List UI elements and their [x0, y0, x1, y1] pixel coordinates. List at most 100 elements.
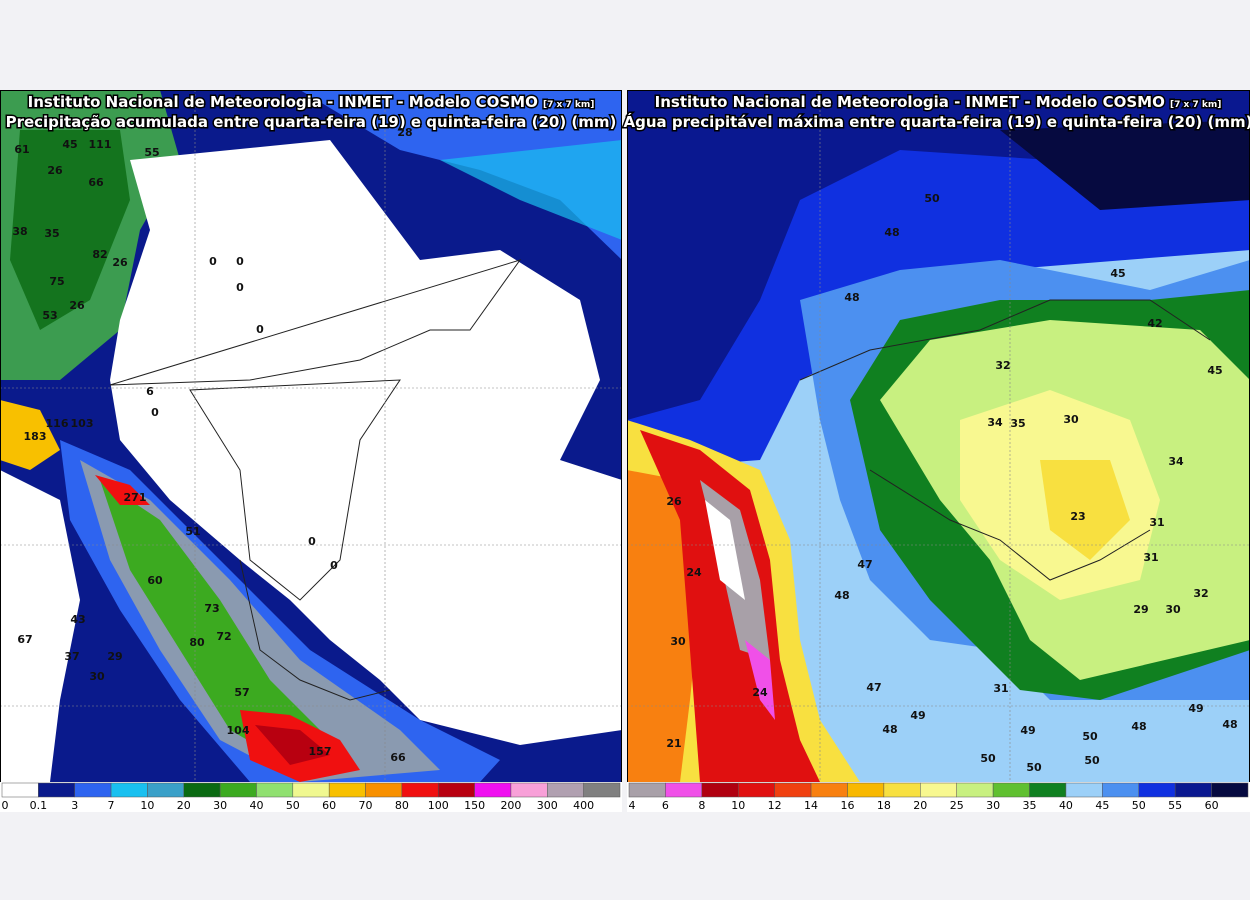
- map-value-label: 24: [752, 686, 768, 699]
- colorbar-label: 200: [500, 799, 521, 812]
- colorbar-swatch: [883, 782, 921, 798]
- map-value-label: 61: [14, 143, 29, 156]
- map-value-label: 72: [216, 630, 231, 643]
- map-value-label: 0: [256, 323, 264, 336]
- map-value-label: 75: [49, 275, 64, 288]
- map-field: [1040, 460, 1130, 560]
- colorbar-swatch: [1211, 782, 1249, 798]
- right-map: [627, 90, 1250, 812]
- state-border: [869, 469, 1151, 581]
- map-value-label: 49: [1020, 724, 1035, 737]
- colorbar-swatch: [437, 782, 475, 798]
- colorbar-swatch: [920, 782, 957, 798]
- map-value-label: 66: [88, 176, 104, 189]
- colorbar-label: 40: [249, 799, 263, 812]
- map-value-label: 34: [987, 416, 1003, 429]
- colorbar-label: 40: [1059, 799, 1073, 812]
- map-value-label: 29: [1133, 603, 1148, 616]
- colorbar-label: 60: [322, 799, 336, 812]
- colorbar-label: 7: [108, 799, 115, 812]
- colorbar-label: 80: [395, 799, 409, 812]
- map-field: [628, 90, 1249, 420]
- colorbar-swatch: [628, 782, 666, 798]
- map-value-label: 34: [1168, 455, 1184, 468]
- map-value-label: 21: [666, 737, 681, 750]
- map-field: [640, 430, 820, 782]
- map-value-label: 271: [124, 491, 147, 504]
- title-text: Instituto Nacional de Meteorologia - INM…: [655, 93, 1170, 111]
- map-value-label: 30: [89, 670, 105, 683]
- colorbar-label: 18: [877, 799, 891, 812]
- colorbar-swatch: [74, 782, 112, 798]
- map-value-label: 55: [144, 146, 159, 159]
- map-value-label: 50: [924, 192, 940, 205]
- left-map: [0, 90, 622, 812]
- colorbar-swatch: [256, 782, 294, 798]
- map-value-label: 47: [866, 681, 881, 694]
- map-value-label: 48: [1222, 718, 1237, 731]
- colorbar-label: 16: [840, 799, 854, 812]
- map-value-label: 30: [1063, 413, 1079, 426]
- map-title: Instituto Nacional de Meteorologia - INM…: [28, 93, 595, 111]
- map-value-label: 31: [1143, 551, 1158, 564]
- colorbar-swatch: [665, 782, 703, 798]
- colorbar-swatch: [810, 782, 848, 798]
- map-field: [10, 130, 130, 330]
- map-value-label: 116: [46, 417, 69, 430]
- colorbar-swatch: [583, 782, 621, 798]
- colorbar-swatch: [992, 782, 1030, 798]
- map-value-label: 51: [185, 525, 200, 538]
- colorbar-label: 20: [177, 799, 191, 812]
- colorbar-swatch: [1065, 782, 1103, 798]
- map-value-label: 48: [834, 589, 849, 602]
- map-value-label: 157: [309, 745, 332, 758]
- colorbar-label: 8: [698, 799, 705, 812]
- map-value-label: 0: [330, 559, 338, 572]
- map-value-label: 49: [1188, 702, 1203, 715]
- colorbar-swatch: [1102, 782, 1140, 798]
- map-value-label: 38: [12, 225, 27, 238]
- map-subtitle: Precipitação acumulada entre quarta-feir…: [6, 113, 617, 131]
- title-text: Instituto Nacional de Meteorologia - INM…: [28, 93, 543, 111]
- map-value-label: 0: [236, 281, 244, 294]
- colorbar-label: 30: [986, 799, 1000, 812]
- map-value-label: 50: [1082, 730, 1098, 743]
- colorbar-swatch: [1138, 782, 1176, 798]
- colorbar-swatch: [847, 782, 885, 798]
- map-field: [1, 470, 80, 782]
- map-value-label: 53: [42, 309, 57, 322]
- colorbar-swatch: [1174, 782, 1212, 798]
- map-value-label: 29: [107, 650, 122, 663]
- colorbar-label: 20: [913, 799, 927, 812]
- map-value-label: 45: [1110, 267, 1125, 280]
- colorbar-label: 30: [213, 799, 227, 812]
- map-field: [300, 90, 622, 260]
- map-value-label: 82: [92, 248, 107, 261]
- colorbar-swatch: [774, 782, 812, 798]
- map-value-label: 26: [47, 164, 63, 177]
- colorbar-label: 25: [950, 799, 964, 812]
- colorbar-label: 150: [464, 799, 485, 812]
- map-value-label: 104: [227, 724, 250, 737]
- map-value-label: 50: [980, 752, 996, 765]
- country-border: [109, 259, 522, 386]
- map-value-label: 43: [70, 613, 85, 626]
- map-field: [440, 140, 622, 240]
- colorbar-label: 0: [2, 799, 9, 812]
- colorbar-label: 35: [1023, 799, 1037, 812]
- colorbar-swatch: [147, 782, 185, 798]
- map-value-label: 47: [857, 558, 872, 571]
- map-value-label: 80: [189, 636, 205, 649]
- colorbar-swatch: [401, 782, 439, 798]
- colorbar-label: 400: [573, 799, 594, 812]
- colorbar-swatch: [328, 782, 366, 798]
- colorbar-label: 12: [768, 799, 782, 812]
- map-value-label: 30: [1165, 603, 1181, 616]
- colorbar-label: 50: [286, 799, 300, 812]
- colorbar-label: 10: [731, 799, 745, 812]
- map-field: [100, 480, 330, 770]
- map-value-label: 26: [69, 299, 85, 312]
- colorbar-label: 55: [1168, 799, 1182, 812]
